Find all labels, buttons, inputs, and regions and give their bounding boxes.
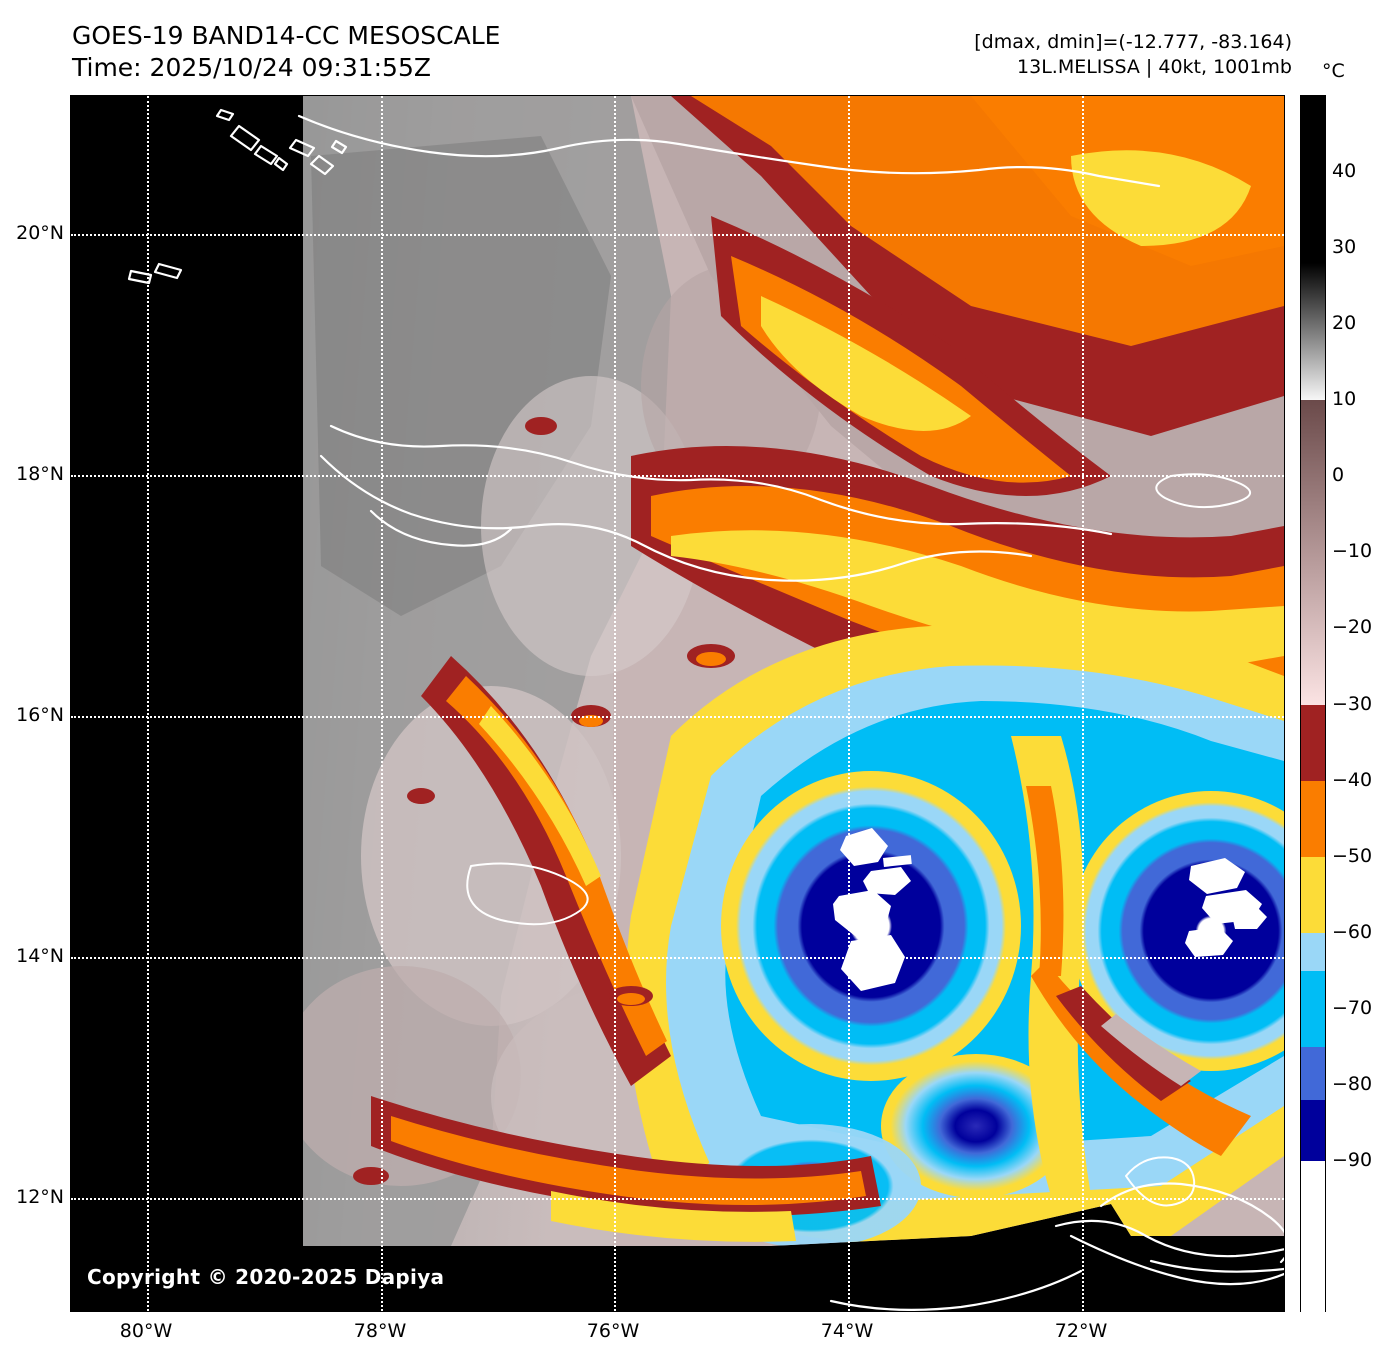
ytick-label-1: 18°N [16,463,64,485]
colorbar-segment-2 [1301,400,1325,705]
data-minmax-label: [dmax, dmin]=(-12.777, -83.164) [974,31,1292,53]
ytick-label-0: 20°N [16,222,64,244]
gridline-lat-14 [71,957,1284,959]
colorbar-tick-5: −10 [1332,540,1373,563]
temperature-colorbar[interactable] [1300,95,1326,1313]
gridline-lat-12 [71,1198,1284,1200]
gridline-lat-20 [71,234,1284,236]
xtick-label-1: 78°W [353,1320,407,1342]
colorbar-segment-10 [1301,1160,1325,1313]
copyright-label: Copyright © 2020-2025 Dapiya [87,1265,445,1289]
gridline-lon-74 [848,96,850,1311]
colorbar-segment-1 [1301,263,1325,401]
colorbar-segment-8 [1301,1046,1325,1101]
gridline-lat-16 [71,716,1284,718]
colorbar-segment-9 [1301,1100,1325,1161]
colorbar-segment-7 [1301,970,1325,1047]
satellite-map-plot[interactable]: Copyright © 2020-2025 Dapiya [70,95,1285,1312]
ytick-label-2: 16°N [16,704,64,726]
coastline-overlay [127,108,1284,1311]
gridline-lon-72 [1082,96,1084,1311]
colorbar-tick-7: −30 [1332,692,1373,715]
ytick-label-4: 12°N [16,1186,64,1208]
xtick-label-3: 74°W [820,1320,874,1342]
timestamp-label: Time: 2025/10/24 09:31:55Z [72,53,431,82]
satellite-imagery [71,96,1284,1311]
xtick-label-0: 80°W [119,1320,173,1342]
colorbar-tick-12: −80 [1332,1072,1373,1095]
annotation-block: [dmax, dmin]=(-12.777, -83.164) 13L.MELI… [974,30,1292,80]
colorbar-tick-4: 0 [1332,464,1345,487]
colorbar-tick-11: −70 [1332,996,1373,1019]
colorbar-tick-8: −40 [1332,768,1373,791]
colorbar-tick-6: −20 [1332,616,1373,639]
gridline-lat-18 [71,475,1284,477]
gridline-lon-78 [381,96,383,1311]
xtick-label-4: 72°W [1054,1320,1108,1342]
ytick-label-3: 14°N [16,945,64,967]
storm-info-label: 13L.MELISSA | 40kt, 1001mb [1017,56,1292,78]
colorbar-tick-1: 30 [1332,236,1357,259]
colorbar-tick-0: 40 [1332,160,1357,183]
gridline-lon-80 [147,96,149,1311]
colorbar-tick-2: 20 [1332,312,1357,335]
gridline-lon-76 [614,96,616,1311]
colorbar-segment-3 [1301,704,1325,781]
title-block: GOES-19 BAND14-CC MESOSCALE Time: 2025/1… [72,20,500,84]
colorbar-unit-label: °C [1322,60,1345,82]
colorbar-segment-0 [1301,96,1325,264]
colorbar-tick-13: −90 [1332,1148,1373,1171]
colorbar-segment-5 [1301,856,1325,933]
colorbar-tick-3: 10 [1332,388,1357,411]
colorbar-segment-6 [1301,932,1325,971]
xtick-label-2: 76°W [586,1320,640,1342]
colorbar-segment-4 [1301,780,1325,857]
colorbar-tick-9: −50 [1332,844,1373,867]
page-title: GOES-19 BAND14-CC MESOSCALE [72,21,501,50]
colorbar-tick-10: −60 [1332,920,1373,943]
